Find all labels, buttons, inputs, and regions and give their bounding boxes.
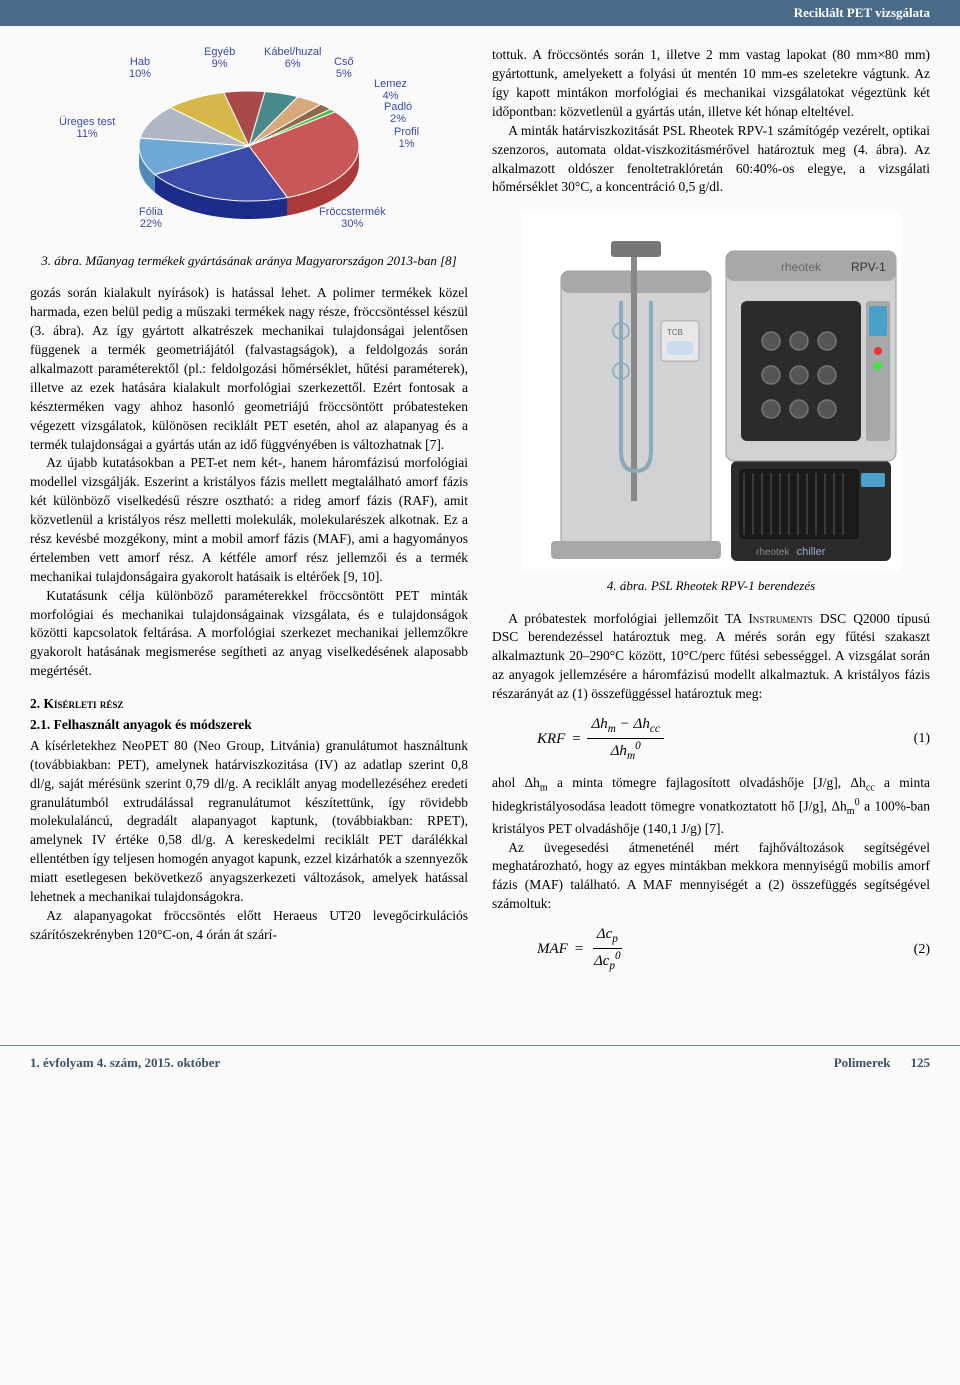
left-body-4: A kísérletekhez NeoPET 80 (Neo Group, Li…: [30, 737, 468, 907]
pie-label: Egyéb9%: [204, 46, 235, 70]
equation-1: KRF = Δhm − Δhcc Δhm0 (1): [492, 714, 930, 765]
eq1-number: (1): [914, 729, 930, 749]
right-body-5: Az üvegesedési átmeneténél mért fajhővál…: [492, 839, 930, 915]
left-body-3: Kutatásunk célja különböző paraméterekke…: [30, 587, 468, 681]
pie-label: Kábel/huzal6%: [264, 46, 322, 70]
right-column: tottuk. A fröccsöntés során 1, illetve 2…: [492, 46, 930, 984]
svg-text:rheotek: rheotek: [781, 260, 822, 274]
footer-journal: Polimerek: [834, 1054, 891, 1072]
text-part: A próbatestek morfológiai jellemzőit TA: [508, 611, 748, 626]
right-body-2: A minták határviszkozitását PSL Rheotek …: [492, 122, 930, 198]
figure-4-caption: 4. ábra. PSL Rheotek RPV-1 berendezés: [492, 577, 930, 595]
header-bar: Reciklált PET vizsgálata: [0, 0, 960, 26]
svg-text:chiller: chiller: [797, 546, 826, 558]
svg-text:rheotek: rheotek: [756, 547, 790, 558]
footer: 1. évfolyam 4. szám, 2015. október Polim…: [0, 1045, 960, 1084]
figure-3: Fröccstermék30% Fólia22% Üreges test11% Hab…: [30, 46, 468, 270]
eq1-numerator: Δhm − Δhcc: [587, 714, 663, 739]
left-body-5: Az alapanyagokat fröccsöntés előtt Herae…: [30, 907, 468, 945]
svg-text:RPV-1: RPV-1: [851, 260, 886, 274]
pie-label: Fröccstermék30%: [319, 206, 386, 230]
section-2-title: 2. Kísérleti rész: [30, 695, 468, 714]
pie-label: Hab10%: [129, 56, 151, 80]
right-body-4: ahol Δhm a minta tömegre fajlagosított o…: [492, 774, 930, 838]
pie-label: Üreges test11%: [59, 116, 115, 140]
eq2-denominator: Δcp0: [590, 949, 625, 975]
subsection-2-1-title: 2.1. Felhasznált anyagok és módszerek: [30, 716, 468, 735]
figure-4: chiller rheotek rheotek RPV-1 TCB 4. ábra. P…: [492, 211, 930, 595]
eq1-fraction: Δhm − Δhcc Δhm0: [587, 714, 663, 765]
device-svg: chiller rheotek rheotek RPV-1 TCB: [521, 211, 901, 571]
eq2-number: (2): [914, 940, 930, 960]
header-title: Reciklált PET vizsgálata: [794, 5, 930, 20]
eq1-lhs: KRF: [537, 729, 565, 750]
pie-label: Lemez4%: [374, 78, 407, 102]
footer-left: 1. évfolyam 4. szám, 2015. október: [30, 1054, 220, 1072]
left-body-2: Az újabb kutatásokban a PET-et nem két-,…: [30, 454, 468, 586]
pie-label: Padló2%: [384, 101, 412, 125]
right-body-1: tottuk. A fröccsöntés során 1, illetve 2…: [492, 46, 930, 122]
right-body-3: A próbatestek morfológiai jellemzőit TA …: [492, 610, 930, 704]
pie-label: Cső5%: [334, 56, 354, 80]
footer-page: 125: [911, 1054, 931, 1072]
eq2-fraction: Δcp Δcp0: [590, 924, 625, 975]
eq2-numerator: Δcp: [593, 924, 622, 949]
page-content: Fröccstermék30% Fólia22% Üreges test11% Hab…: [0, 46, 960, 1004]
left-column: Fröccstermék30% Fólia22% Üreges test11% Hab…: [30, 46, 468, 984]
instruments-smallcaps: Instruments: [748, 611, 813, 626]
equation-2: MAF = Δcp Δcp0 (2): [492, 924, 930, 975]
pie-label: Fólia22%: [139, 206, 163, 230]
pie-chart: Fröccstermék30% Fólia22% Üreges test11% Hab…: [39, 46, 459, 246]
eq1-denominator: Δhm0: [607, 739, 645, 765]
eq2-lhs: MAF: [537, 939, 568, 960]
pie-label: Profil1%: [394, 126, 419, 150]
svg-text:TCB: TCB: [667, 328, 683, 337]
figure-3-caption: 3. ábra. Műanyag termékek gyártásának ar…: [30, 252, 468, 270]
left-body-1: gozás során kialakult nyírások) is hatás…: [30, 284, 468, 454]
